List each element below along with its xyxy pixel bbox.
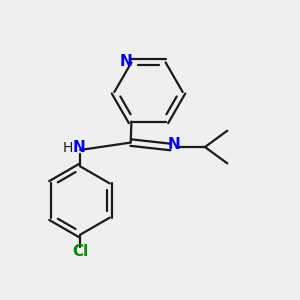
Text: Cl: Cl [72, 244, 88, 259]
Text: N: N [120, 54, 132, 69]
Text: N: N [168, 137, 181, 152]
Text: H: H [62, 141, 73, 154]
Text: N: N [72, 140, 85, 155]
